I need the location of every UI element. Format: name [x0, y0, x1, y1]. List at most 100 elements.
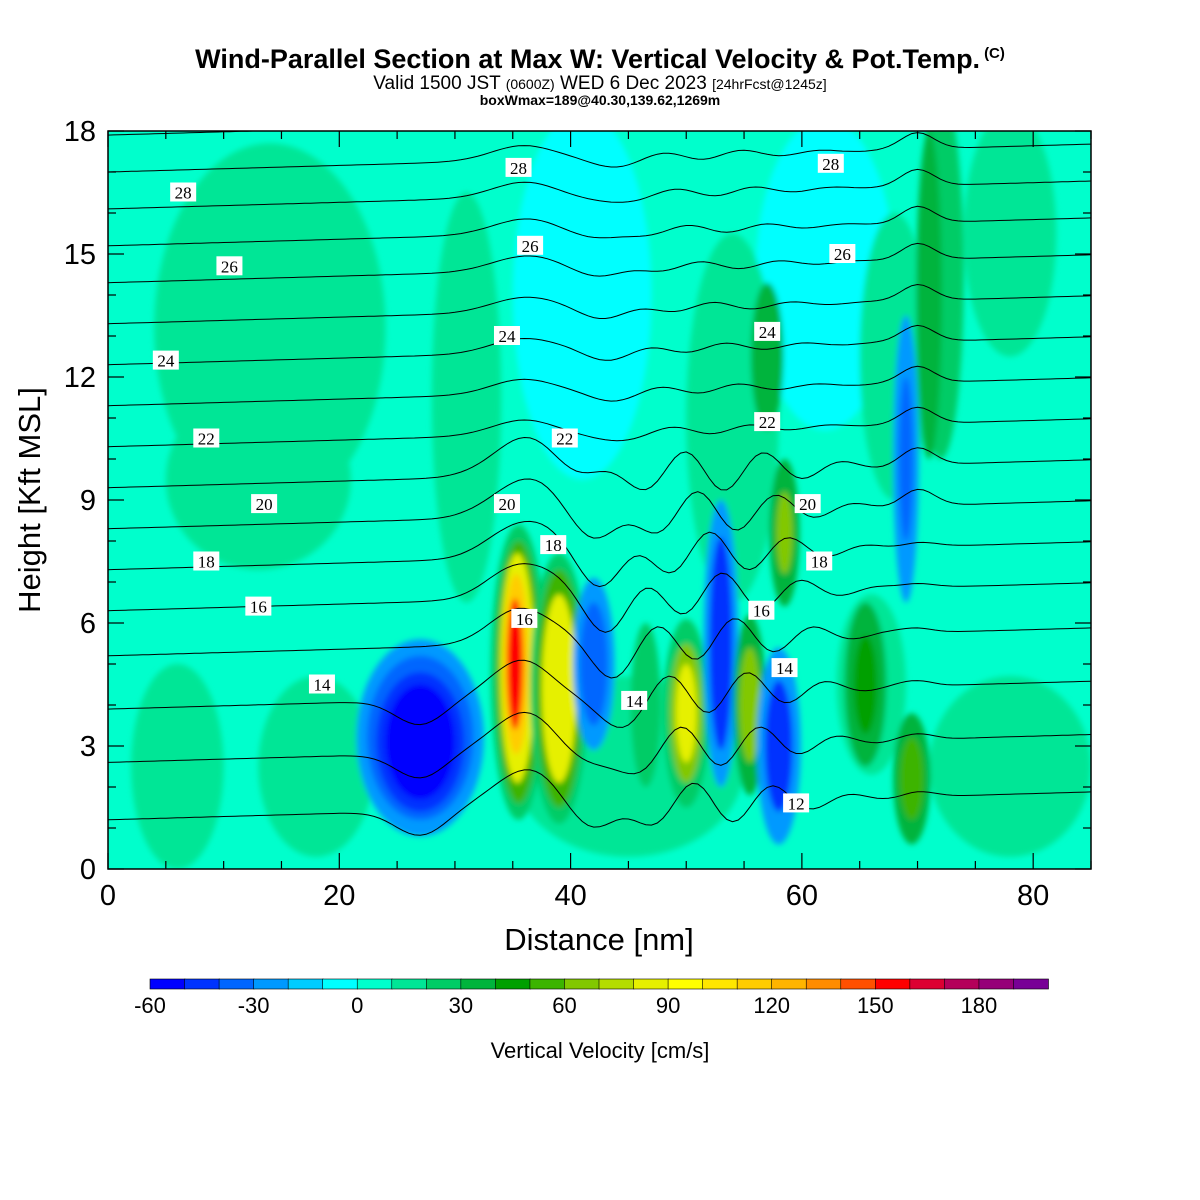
contour-label-text: 22 [556, 430, 573, 449]
colorbar-swatch [805, 978, 842, 990]
contour-label: 14 [621, 690, 648, 711]
contour-label-bg [771, 658, 798, 678]
isentrope-line [108, 659, 1091, 728]
colorbar-swatch [702, 978, 738, 990]
contour-label-text: 24 [157, 352, 175, 371]
contour-label-text: 18 [811, 553, 828, 572]
contour-label-bg [505, 157, 532, 177]
velocity-region-left-mid [165, 389, 351, 570]
isentrope-line [108, 607, 1091, 679]
plot-area: 28 28 28 26 26 26 24 24 24 22 22 22 20 20 20 18 18 18 16 16… [108, 131, 1091, 869]
valid-time-line: Valid 1500 JST (0600Z) WED 6 Dec 2023 [2… [0, 73, 1200, 95]
colorbar-swatch [909, 978, 946, 990]
valid-utc: (0600Z) [505, 76, 555, 92]
x-axis-label: Distance [nm] [504, 922, 694, 957]
contour-label-bg [251, 494, 278, 514]
colorbar-swatch [564, 978, 600, 990]
isentrope-line [108, 132, 1091, 173]
contour-label: 16 [245, 596, 272, 617]
valid-prefix: Valid 1500 JST [373, 73, 501, 94]
velocity-field [131, 131, 1091, 869]
colorbar [149, 978, 1049, 990]
isentrope-line [108, 205, 1091, 247]
colorbar-tick-label: 150 [857, 993, 894, 1018]
x-tick-label: 80 [1017, 880, 1049, 912]
x-tick-label: 60 [786, 880, 818, 912]
contour-label: 20 [794, 494, 821, 514]
contour-label-bg [511, 608, 538, 628]
colorbar-swatch [184, 978, 220, 990]
contour-label-text: 18 [545, 536, 562, 555]
contour-label: 18 [193, 551, 220, 572]
contour-label-text: 28 [822, 155, 839, 174]
box-wmax-info: boxWmax=189@40.30,139.62,1269m [479, 92, 721, 108]
isentrope-line [108, 365, 1091, 407]
chart-title-text: Wind-Parallel Section at Max W: Vertical… [195, 44, 981, 74]
valid-date: WED 6 Dec 2023 [560, 73, 707, 94]
colorbar-swatch [875, 978, 911, 990]
colorbar-swatch [598, 978, 635, 990]
x-tick-label: 20 [323, 880, 355, 912]
contour-label: 18 [540, 535, 567, 555]
colorbar-tick-label: 180 [961, 993, 998, 1018]
contour-label: 26 [829, 244, 856, 264]
isentrope-line [108, 478, 1091, 539]
contour-label-bg [216, 256, 243, 276]
velocity-feature-13 [916, 131, 942, 459]
velocity-region-upper-centre [512, 131, 652, 480]
colorbar-tick-label: 0 [351, 993, 363, 1018]
contour-label-bg [308, 674, 335, 694]
isentrope-line [108, 324, 1091, 366]
colorbar-swatch [253, 978, 289, 990]
colorbar-swatch [356, 978, 393, 990]
contour-label-bg [783, 793, 810, 813]
x-tick-label: 40 [554, 880, 586, 912]
contour-label: 16 [511, 608, 538, 629]
isentrope-line [108, 242, 1091, 284]
contour-label-bg [245, 596, 272, 616]
colorbar-swatch [978, 978, 1015, 990]
colorbar-swatch [460, 978, 497, 990]
contour-label-text: 26 [221, 257, 238, 276]
y-tick-label: 0 [80, 854, 96, 886]
x-tick-labels: 0 20 40 60 80 [100, 880, 1049, 912]
contour-label-text: 14 [776, 659, 794, 678]
forecast-info: [24hrFcst@1245z] [712, 76, 827, 92]
colorbar-swatch [495, 978, 531, 990]
contour-label-text: 14 [313, 676, 331, 695]
contour-label: 12 [783, 793, 810, 813]
contour-label-bg [493, 326, 520, 345]
colorbar-swatch [944, 978, 980, 990]
contour-label-text: 24 [498, 327, 516, 346]
isentrope-line [108, 711, 1091, 779]
isentrope-line [108, 436, 1091, 491]
colorbar-swatch [287, 978, 324, 990]
contour-label-text: 24 [759, 323, 777, 342]
isentrope-line [108, 406, 1091, 448]
colorbar-swatch [218, 978, 255, 990]
colorbar-tick-label: 90 [656, 993, 680, 1018]
velocity-feature-8 [764, 680, 793, 812]
colorbar-swatch [149, 978, 186, 990]
y-tick-label: 9 [80, 485, 96, 517]
contour-label: 28 [170, 182, 197, 203]
contour-label: 18 [806, 551, 833, 572]
velocity-feature-1 [506, 598, 524, 730]
velocity-feature-7 [739, 647, 761, 763]
velocity-region-low-left [258, 676, 374, 857]
contour-label-bg [493, 494, 520, 514]
contour-label: 16 [748, 600, 775, 621]
velocity-feature-2 [541, 594, 577, 783]
contour-label: 20 [251, 494, 278, 514]
contour-label: 22 [754, 412, 781, 432]
contour-label: 14 [308, 674, 335, 695]
colorbar-swatch [736, 978, 773, 990]
x-tick-label: 0 [100, 880, 116, 912]
contour-label-bg [621, 690, 648, 710]
isentrope-line [108, 769, 1091, 836]
contour-label-text: 18 [198, 553, 215, 572]
contour-label-bg [817, 153, 844, 173]
velocity-region-low-far-right [929, 676, 1091, 857]
velocity-feature-5 [675, 664, 697, 763]
contour-label: 24 [493, 326, 520, 346]
